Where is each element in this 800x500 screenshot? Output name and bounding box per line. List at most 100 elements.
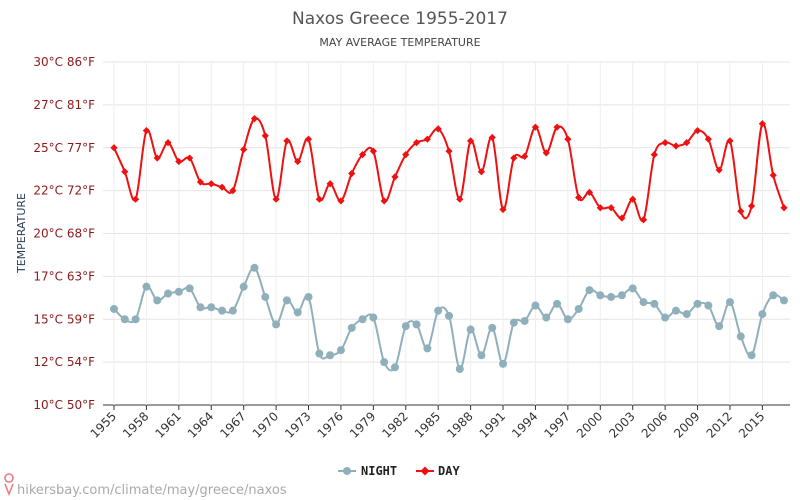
data-point-night[interactable]	[347, 323, 356, 332]
data-point-day[interactable]	[564, 135, 572, 143]
data-point-day[interactable]	[618, 214, 626, 222]
data-point-night[interactable]	[174, 287, 183, 296]
data-point-day[interactable]	[629, 195, 637, 203]
data-point-night[interactable]	[639, 298, 648, 307]
data-point-day[interactable]	[272, 195, 280, 203]
data-point-day[interactable]	[607, 204, 615, 212]
data-point-day[interactable]	[121, 168, 129, 176]
data-point-night[interactable]	[585, 286, 594, 295]
data-point-night[interactable]	[142, 282, 151, 291]
data-point-night[interactable]	[553, 299, 562, 308]
data-point-night[interactable]	[315, 349, 324, 358]
data-point-night[interactable]	[617, 291, 626, 300]
data-point-night[interactable]	[261, 292, 270, 301]
data-point-day[interactable]	[488, 133, 496, 142]
data-point-night[interactable]	[715, 322, 724, 331]
data-point-night[interactable]	[682, 310, 691, 319]
data-point-night[interactable]	[250, 263, 259, 272]
data-point-day[interactable]	[758, 120, 766, 128]
data-point-day[interactable]	[402, 151, 410, 159]
data-point-day[interactable]	[207, 180, 215, 188]
data-point-day[interactable]	[737, 207, 745, 215]
data-point-day[interactable]	[380, 197, 388, 205]
data-point-day[interactable]	[250, 114, 259, 123]
data-point-day[interactable]	[477, 168, 486, 176]
data-point-day[interactable]	[553, 123, 561, 131]
data-point-night[interactable]	[704, 301, 713, 310]
data-point-night[interactable]	[542, 313, 551, 322]
data-point-day[interactable]	[337, 197, 345, 205]
data-point-night[interactable]	[563, 315, 572, 324]
data-point-day[interactable]	[369, 147, 377, 155]
data-point-night[interactable]	[758, 310, 767, 319]
data-point-day[interactable]	[769, 171, 777, 179]
data-point-night[interactable]	[780, 296, 788, 305]
data-point-day[interactable]	[650, 151, 658, 159]
data-point-day[interactable]	[283, 137, 291, 145]
legend-item-day[interactable]: DAY	[416, 464, 460, 478]
data-point-day[interactable]	[434, 125, 442, 133]
data-point-night[interactable]	[131, 315, 140, 324]
data-point-day[interactable]	[261, 132, 269, 140]
data-point-day[interactable]	[683, 139, 691, 147]
data-point-night[interactable]	[272, 320, 281, 329]
data-point-night[interactable]	[628, 284, 637, 293]
data-point-day[interactable]	[467, 137, 475, 145]
data-point-night[interactable]	[661, 313, 670, 322]
data-point-night[interactable]	[499, 359, 508, 368]
data-point-night[interactable]	[293, 308, 302, 317]
data-point-day[interactable]	[175, 157, 183, 166]
data-point-night[interactable]	[401, 322, 410, 331]
data-point-night[interactable]	[725, 298, 734, 307]
data-point-day[interactable]	[704, 135, 712, 143]
data-point-day[interactable]	[326, 180, 334, 188]
data-point-night[interactable]	[509, 318, 518, 327]
data-point-day[interactable]	[391, 173, 399, 181]
data-point-night[interactable]	[466, 325, 475, 334]
data-point-day[interactable]	[693, 127, 702, 135]
data-point-day[interactable]	[132, 195, 140, 203]
data-point-night[interactable]	[412, 320, 421, 329]
data-point-day[interactable]	[661, 139, 669, 147]
data-point-night[interactable]	[120, 315, 129, 324]
data-point-day[interactable]	[715, 166, 723, 174]
data-point-night[interactable]	[455, 364, 464, 373]
data-point-night[interactable]	[218, 306, 227, 315]
data-point-day[interactable]	[358, 151, 367, 159]
data-point-night[interactable]	[671, 306, 680, 315]
data-point-night[interactable]	[434, 306, 443, 315]
data-point-day[interactable]	[294, 157, 302, 166]
data-point-night[interactable]	[650, 299, 659, 308]
data-point-day[interactable]	[639, 216, 648, 224]
data-point-night[interactable]	[747, 351, 756, 360]
data-point-night[interactable]	[164, 289, 173, 298]
data-point-night[interactable]	[693, 299, 702, 308]
data-point-night[interactable]	[369, 313, 378, 322]
data-point-night[interactable]	[185, 284, 194, 293]
data-point-day[interactable]	[672, 142, 680, 150]
data-point-day[interactable]	[348, 169, 356, 178]
data-point-night[interactable]	[596, 291, 605, 300]
data-point-night[interactable]	[207, 303, 216, 312]
data-point-day[interactable]	[780, 204, 788, 212]
data-point-night[interactable]	[228, 306, 237, 315]
data-point-night[interactable]	[769, 291, 778, 300]
data-point-night[interactable]	[304, 292, 313, 301]
data-point-day[interactable]	[304, 135, 313, 143]
data-point-night[interactable]	[336, 346, 345, 355]
data-point-day[interactable]	[456, 195, 464, 203]
data-point-day[interactable]	[499, 205, 507, 214]
data-point-night[interactable]	[445, 311, 453, 320]
data-point-day[interactable]	[218, 183, 226, 191]
data-point-night[interactable]	[531, 301, 540, 310]
data-point-day[interactable]	[531, 123, 540, 131]
data-point-day[interactable]	[585, 188, 594, 196]
data-point-day[interactable]	[412, 139, 421, 147]
data-point-night[interactable]	[736, 332, 745, 341]
data-point-day[interactable]	[229, 187, 237, 195]
data-point-day[interactable]	[153, 154, 161, 162]
data-point-night[interactable]	[390, 363, 399, 372]
data-point-day[interactable]	[315, 195, 323, 203]
data-point-night[interactable]	[574, 304, 583, 313]
data-point-night[interactable]	[326, 351, 335, 360]
